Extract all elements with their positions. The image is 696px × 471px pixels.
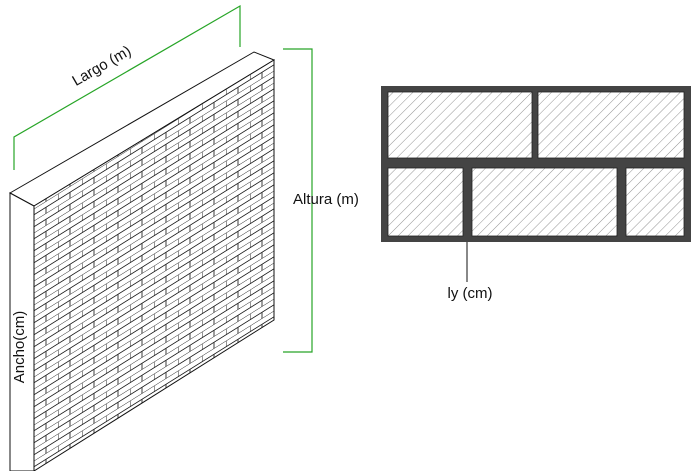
brick-bottom-middle (471, 167, 618, 237)
brick-top-right (537, 91, 685, 159)
ancho-label: Ancho(cm) (11, 311, 28, 384)
brick-section: ly (cm) (381, 86, 691, 302)
altura-dimension-line (283, 48, 313, 353)
wall-side-face (9, 192, 35, 471)
brick-bottom-left (387, 167, 464, 237)
brick-top-left (387, 91, 533, 159)
largo-label: Largo (m) (69, 42, 134, 89)
wall-3d (8, 51, 276, 471)
altura-label: Altura (m) (293, 191, 359, 208)
brick-bottom-right (625, 167, 685, 237)
ly-label: ly (cm) (448, 285, 493, 302)
wall-brick-face (33, 59, 275, 471)
largo-dimension-line (13, 4, 241, 170)
